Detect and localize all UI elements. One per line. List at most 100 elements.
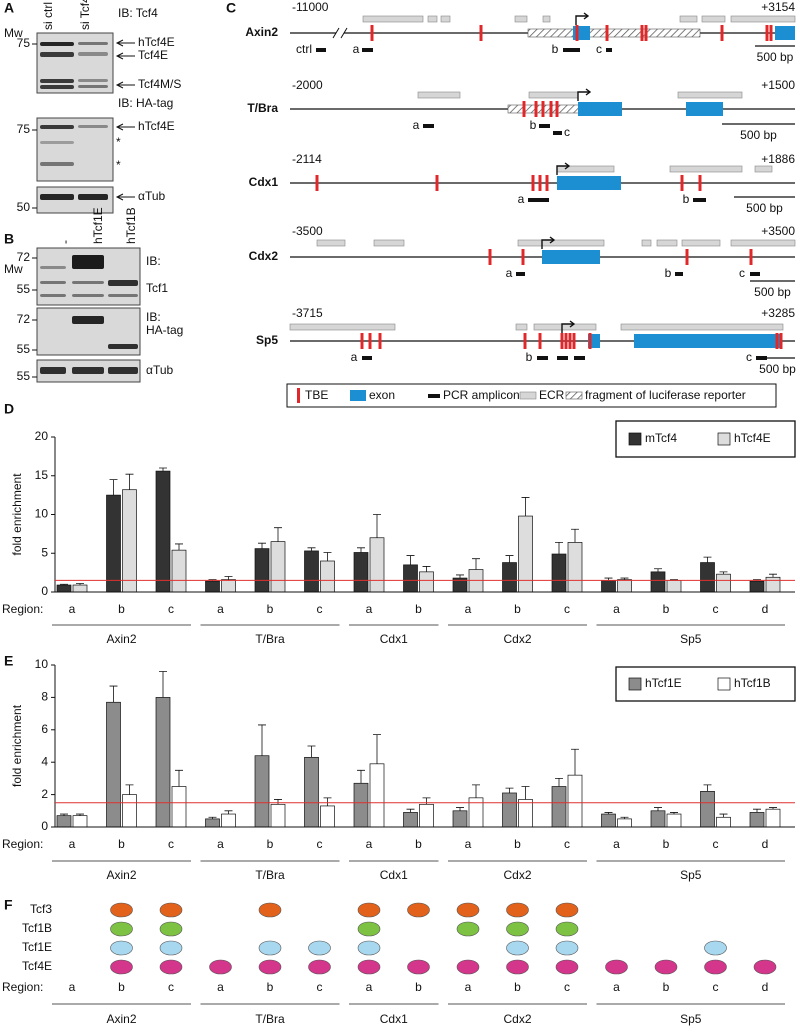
amplicon-label: c: [564, 125, 570, 139]
exon: [634, 334, 781, 348]
bar: [502, 792, 517, 828]
bar: [155, 697, 171, 828]
binding-dot: [357, 940, 381, 956]
tbe: [521, 249, 525, 265]
error-bar: [125, 784, 134, 795]
legend-swatch: [717, 432, 731, 446]
mw-label: Mw: [4, 262, 23, 276]
group-label: Sp5: [680, 1012, 702, 1026]
gene-end: +1500: [761, 78, 795, 92]
binding-dot: [258, 959, 282, 975]
exon: [578, 102, 622, 116]
legend-label: PCR amplicon: [443, 388, 520, 402]
binding-dot: [456, 921, 480, 937]
band: [108, 294, 138, 297]
band: [40, 294, 66, 297]
scale-label: 500 bp: [757, 50, 794, 64]
row-label: Tcf1B: [22, 921, 52, 935]
tbe: [534, 101, 538, 117]
error-bar: [719, 571, 728, 575]
x-tick-label: c: [713, 837, 719, 851]
tbe: [315, 175, 319, 191]
binding-dot: [456, 959, 480, 975]
lane-label: si Tcf4: [78, 0, 92, 30]
tbe: [541, 101, 545, 117]
amplicon-label: a: [518, 192, 525, 206]
amplicon-label: b: [683, 192, 690, 206]
bar: [650, 810, 666, 828]
binding-dot: [555, 940, 579, 956]
gene-name: Cdx1: [249, 175, 279, 189]
error-bar: [703, 784, 712, 792]
band: [40, 85, 74, 89]
bar: [304, 550, 319, 593]
amplicon: [539, 124, 550, 128]
tss-arrow: [556, 162, 571, 175]
ecr: [440, 15, 451, 23]
binding-dot: [159, 921, 183, 937]
band: [40, 79, 74, 83]
panel-label: C: [226, 0, 236, 16]
region-label: Region:: [2, 602, 43, 616]
binding-dot: [407, 959, 430, 975]
error-bar: [456, 574, 464, 579]
band: [40, 52, 74, 57]
gene-start: -11000: [292, 0, 329, 14]
bar: [403, 812, 418, 828]
antibody-label: IB: HA-tag: [118, 96, 173, 110]
amplicon-label: ctrl: [296, 42, 312, 56]
bar: [270, 541, 286, 593]
x-tick-label: c: [168, 980, 174, 994]
antibody-label: IB:: [146, 254, 161, 268]
error-bar: [769, 573, 777, 578]
band-arrow: [115, 193, 135, 201]
legend-label: mTcf4: [645, 431, 677, 445]
tbe: [572, 333, 576, 349]
gene-end: +3285: [761, 306, 795, 320]
group-label: T/Bra: [255, 632, 285, 646]
x-tick-label: c: [168, 602, 174, 616]
tbe: [720, 25, 724, 41]
ecr: [677, 91, 743, 99]
tbe: [588, 333, 592, 349]
error-bar: [373, 514, 381, 538]
tbe: [368, 333, 372, 349]
legend-swatch: [350, 390, 366, 401]
amplicon-label: b: [526, 350, 533, 364]
y-tick-label: 15: [35, 468, 49, 482]
x-tick-label: a: [366, 602, 373, 616]
bar: [122, 489, 137, 593]
bar: [320, 805, 335, 828]
bar: [254, 755, 270, 828]
ecr: [533, 323, 597, 331]
lane-label: hTcf1E: [91, 207, 105, 244]
y-tick-label: 10: [35, 507, 49, 521]
tbe: [644, 25, 648, 41]
amplicon-label: c: [739, 266, 745, 280]
antibody-label: IB:: [146, 310, 161, 324]
x-tick-label: c: [564, 980, 570, 994]
band-arrow: [115, 81, 135, 89]
error-bar: [224, 810, 233, 815]
amplicon: [528, 198, 549, 202]
x-tick-label: a: [69, 602, 76, 616]
ecr: [515, 323, 528, 331]
ecr: [681, 239, 721, 247]
binding-dot: [110, 921, 133, 937]
exon: [686, 102, 723, 116]
x-tick-label: a: [613, 980, 620, 994]
error-bar: [357, 769, 365, 784]
ecr: [417, 91, 461, 99]
ecr: [362, 15, 424, 23]
x-tick-label: a: [69, 837, 76, 851]
tbe: [605, 25, 609, 41]
antibody-label: HA-tag: [146, 323, 183, 337]
bar: [221, 579, 236, 593]
bar: [270, 803, 286, 828]
binding-dot: [605, 959, 628, 975]
bar: [122, 794, 137, 828]
bar: [601, 580, 616, 593]
error-bar: [307, 745, 316, 758]
x-tick-label: c: [713, 980, 719, 994]
group-label: Cdx2: [503, 632, 531, 646]
